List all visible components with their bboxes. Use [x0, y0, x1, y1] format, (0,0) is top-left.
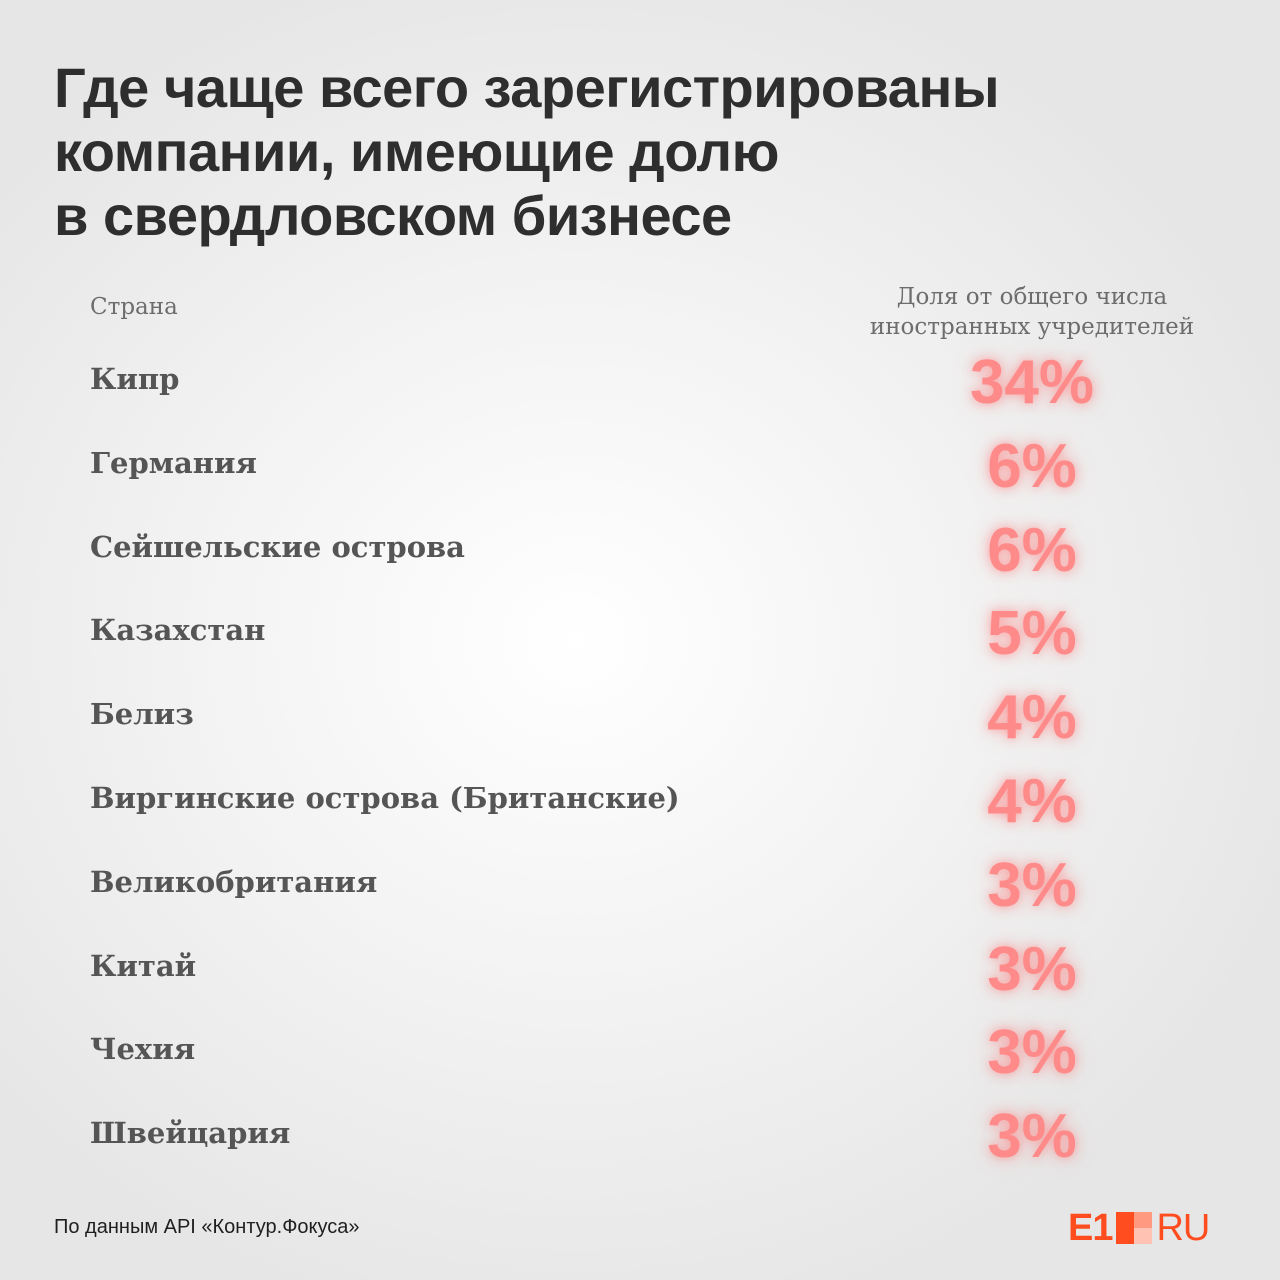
- share-value: 3%: [987, 1018, 1077, 1088]
- country-label: Виргинские острова (Британские): [90, 781, 680, 815]
- country-label: Кипр: [90, 362, 180, 396]
- title-line: Где чаще всего зарегистрированы: [54, 56, 1000, 119]
- country-label: Китай: [90, 948, 197, 983]
- logo-mark-icon: [1116, 1212, 1153, 1244]
- table-row: Чехия 3%: [0, 1010, 1280, 1094]
- country-label: Германия: [90, 445, 257, 480]
- title-line: в свердловском бизнесе: [54, 184, 732, 247]
- share-value: 4%: [987, 683, 1077, 753]
- table-row: Германия 6%: [0, 424, 1280, 508]
- table-row: Великобритания 3%: [0, 843, 1280, 927]
- title-line: компании, имеющие долю: [54, 120, 779, 183]
- table-row: Белиз 4%: [0, 675, 1280, 759]
- country-label: Казахстан: [90, 613, 266, 648]
- share-value: 3%: [987, 934, 1077, 1004]
- share-value: 3%: [987, 850, 1077, 920]
- share-value: 5%: [987, 599, 1077, 669]
- table-row: Сейшельские острова 6%: [0, 508, 1280, 592]
- column-header-share-line: иностранных учредителей: [869, 314, 1195, 340]
- logo-ru-text: RU: [1156, 1206, 1210, 1249]
- table-row: Китай 3%: [0, 927, 1280, 1011]
- share-value: 6%: [987, 431, 1077, 501]
- table-row: Кипр 34%: [0, 340, 1280, 424]
- share-value: 6%: [987, 515, 1077, 585]
- chart-title: Где чаще всего зарегистрированы компании…: [54, 56, 1054, 248]
- country-label: Сейшельские острова: [90, 529, 465, 564]
- country-label: Великобритания: [90, 864, 378, 899]
- table-row: Виргинские острова (Британские) 4%: [0, 759, 1280, 843]
- e1-logo: E1 RU: [1068, 1206, 1210, 1249]
- column-header-share: Доля от общего числа иностранных учредит…: [832, 282, 1232, 342]
- table-row: Швейцария 3%: [0, 1094, 1280, 1178]
- country-label: Швейцария: [90, 1116, 291, 1151]
- share-value: 4%: [987, 767, 1077, 836]
- logo-e1-text: E1: [1068, 1206, 1113, 1249]
- column-header-share-line: Доля от общего числа: [896, 284, 1168, 310]
- country-label: Белиз: [90, 697, 194, 732]
- column-header-country: Страна: [90, 294, 178, 320]
- table-row: Казахстан 5%: [0, 591, 1280, 675]
- share-value: 3%: [987, 1102, 1077, 1172]
- share-value: 34%: [969, 348, 1095, 417]
- source-note: По данным API «Контур.Фокуса»: [54, 1216, 360, 1238]
- country-label: Чехия: [90, 1032, 196, 1067]
